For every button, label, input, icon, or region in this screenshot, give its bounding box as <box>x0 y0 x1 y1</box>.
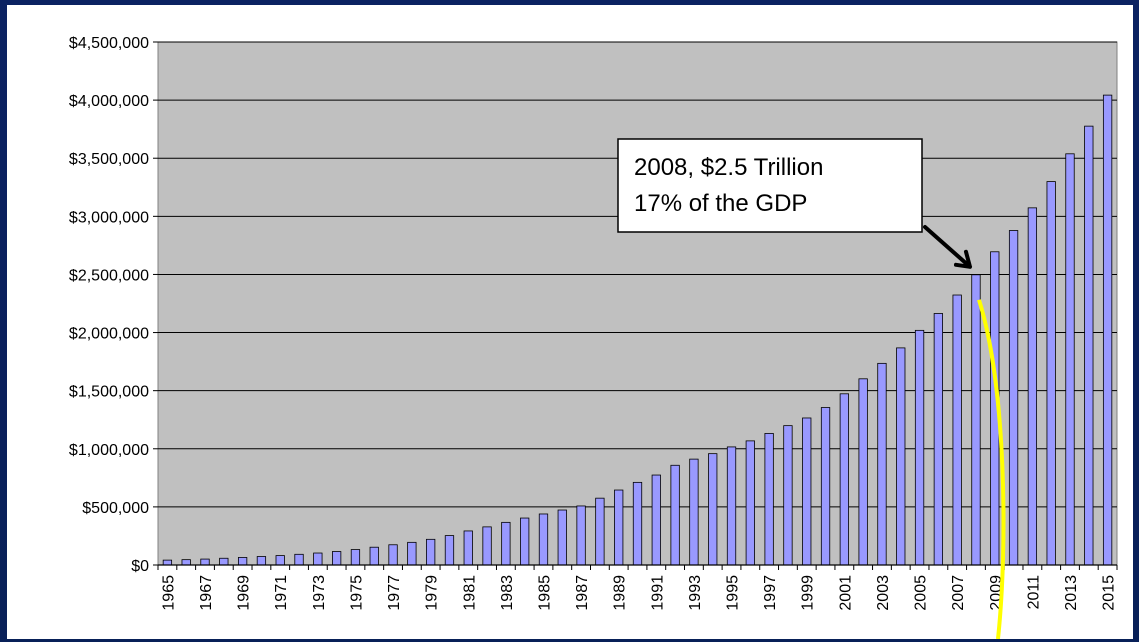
bar-1969 <box>237 557 248 566</box>
bar-1982 <box>482 526 492 566</box>
bar-1977 <box>388 544 398 566</box>
y-tick-label: $2,000,000 <box>69 326 149 343</box>
annotation-arrow <box>923 225 972 269</box>
y-tick-label: $1,500,000 <box>69 384 149 401</box>
bar-1980 <box>444 535 455 566</box>
y-tick-label: $4,000,000 <box>69 93 149 110</box>
bar-2008 <box>971 274 981 566</box>
y-tick-label: $0 <box>131 558 149 575</box>
bar-1998 <box>783 425 793 566</box>
bar-2006 <box>933 313 943 566</box>
y-axis-ticks: $0 $500,000 $1,000,000 $1,500,000 $2,000,000… <box>69 35 158 575</box>
bar-1997 <box>764 433 774 566</box>
x-axis-ticks: 1965 1967 1969 1971 1973 1975 1977 1979 1981 1983… <box>157 564 1118 611</box>
bar-1972 <box>294 553 304 566</box>
bar-1970 <box>256 556 267 566</box>
x-tick-label: 1989 <box>612 575 629 611</box>
bar-2005 <box>914 329 925 566</box>
bar-1978 <box>407 541 417 566</box>
x-tick-label: 1997 <box>762 575 779 611</box>
x-tick-label: 2003 <box>875 575 892 611</box>
x-tick-label: 2007 <box>950 575 967 611</box>
y-tick-label: $3,000,000 <box>69 209 149 226</box>
x-tick-label: 1991 <box>649 575 666 611</box>
bar-2002 <box>858 378 868 566</box>
bar-1996 <box>745 440 755 566</box>
bar-2004 <box>896 347 906 566</box>
x-tick-label: 1975 <box>348 575 365 611</box>
bar-1988 <box>595 497 605 566</box>
annotation-line-1: 2008, $2.5 Trillion <box>634 154 823 181</box>
x-tick-label: 1999 <box>800 575 817 611</box>
bar-1990 <box>632 481 643 566</box>
bar-1995 <box>726 446 737 566</box>
bar-1987 <box>576 505 586 566</box>
x-tick-label: 1995 <box>725 575 742 611</box>
y-tick-label: $500,000 <box>82 500 149 517</box>
chart-svg: $0 $500,000 $1,000,000 $1,500,000 $2,000,000… <box>69 35 1118 639</box>
highlight-curve <box>977 299 1006 639</box>
x-tick-label: 1993 <box>687 575 704 611</box>
x-tick-label: 1985 <box>536 575 553 611</box>
chart-panel: $0 $500,000 $1,000,000 $1,500,000 $2,000,000… <box>7 5 1133 639</box>
x-tick-label: 2001 <box>837 575 854 611</box>
bar-1965 <box>162 559 173 566</box>
bar-1973 <box>313 552 323 566</box>
bar-2011 <box>1027 207 1038 566</box>
bar-1984 <box>520 517 530 566</box>
bar-1993 <box>689 458 699 566</box>
bar-2007 <box>952 294 962 566</box>
annotation-callout: 2008, $2.5 Trillion 17% of the GDP <box>617 138 972 269</box>
bars <box>162 94 1113 566</box>
bar-1983 <box>501 521 511 566</box>
bar-1974 <box>332 551 342 566</box>
bar-2000 <box>820 407 831 566</box>
x-tick-label: 2013 <box>1063 575 1080 611</box>
bar-1981 <box>463 530 473 566</box>
x-tick-label: 1969 <box>236 575 253 611</box>
annotation-box <box>617 138 923 233</box>
x-tick-label: 2005 <box>913 575 930 611</box>
bar-1989 <box>614 489 624 566</box>
annotation-line-2: 17% of the GDP <box>634 190 807 217</box>
x-tick-label: 1987 <box>574 575 591 611</box>
x-tick-label: 1967 <box>198 575 215 611</box>
x-tick-label: 1973 <box>311 575 328 611</box>
bar-2012 <box>1046 181 1056 566</box>
x-tick-label: 1983 <box>499 575 516 611</box>
x-tick-label: 1971 <box>273 575 290 611</box>
bar-1968 <box>219 557 229 566</box>
bar-2014 <box>1084 125 1094 566</box>
bar-1994 <box>708 453 718 566</box>
bar-1986 <box>557 509 567 566</box>
bar-2001 <box>839 393 849 566</box>
bar-1979 <box>426 538 436 566</box>
y-tick-label: $4,500,000 <box>69 35 149 52</box>
bar-2003 <box>877 362 887 566</box>
bar-1975 <box>350 549 361 566</box>
bar-1971 <box>275 555 285 566</box>
x-tick-label: 1979 <box>424 575 441 611</box>
bar-1999 <box>802 417 812 566</box>
bar-1967 <box>200 558 210 566</box>
x-tick-label: 1981 <box>461 575 478 611</box>
bar-1991 <box>651 474 661 566</box>
bar-1966 <box>181 559 191 566</box>
y-tick-label: $2,500,000 <box>69 267 149 284</box>
x-tick-label: 1977 <box>386 575 403 611</box>
y-tick-label: $1,000,000 <box>69 442 149 459</box>
y-tick-label: $3,500,000 <box>69 151 149 168</box>
bar-2015 <box>1102 94 1113 566</box>
bar-2010 <box>1008 230 1019 566</box>
bar-1976 <box>369 546 379 566</box>
bar-2013 <box>1065 153 1075 566</box>
bar-1992 <box>670 464 680 566</box>
x-tick-label: 2011 <box>1025 575 1042 610</box>
x-tick-label: 2015 <box>1101 575 1118 611</box>
x-tick-label: 1965 <box>160 575 177 611</box>
bar-1985 <box>538 513 549 566</box>
